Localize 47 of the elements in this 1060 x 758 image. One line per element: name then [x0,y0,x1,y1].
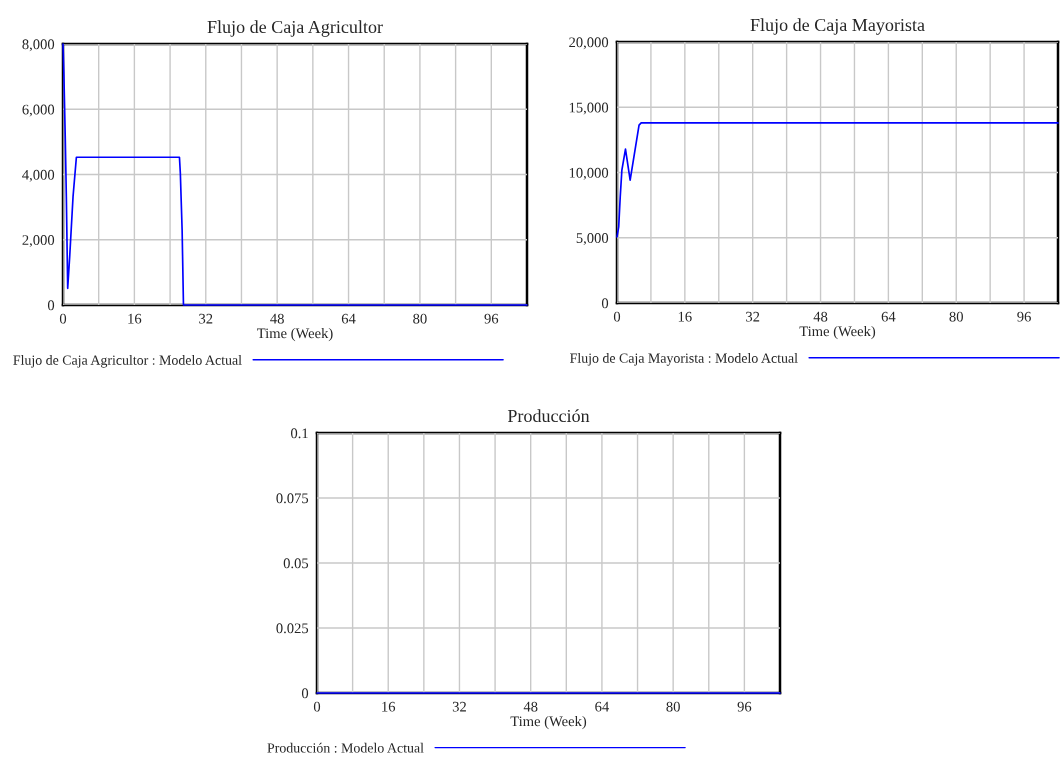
y-tick-label: 2,000 [22,235,55,248]
y-tick-label: 10,000 [569,167,609,180]
x-tick-label: 0 [613,311,621,322]
x-tick-label: 32 [746,311,760,322]
x-tick-label: 16 [128,313,142,324]
x-tick-label: 32 [199,313,213,324]
y-tick-label: 20,000 [569,37,609,50]
y-tick-label: 0 [47,300,55,311]
y-tick-label: 0.1 [290,428,308,439]
chart-title: Flujo de Caja Mayorista [750,18,925,35]
x-tick-label: 0 [59,313,67,324]
x-tick-label: 48 [813,311,828,322]
chart-title: Producción [507,409,590,423]
x-tick-label: 16 [382,701,396,712]
y-tick-label: 0 [301,688,309,699]
y-tick-label: 0.05 [283,558,309,569]
x-tick-label: 32 [452,701,466,712]
x-tick-label: 80 [666,701,680,712]
x-tick-label: 16 [678,311,692,322]
y-tick-label: 5,000 [576,233,609,246]
x-tick-label: 80 [413,313,427,324]
x-axis-title: Time (Week) [799,325,876,340]
x-axis-title: Time (Week) [257,327,333,342]
line-series [616,122,1059,238]
line-series [62,43,528,306]
x-tick-label: 64 [595,701,609,712]
text: Flujo de Caja Agricultor : Modelo Actual [13,355,242,368]
text: Flujo de Caja Mayorista : Modelo Actual [570,353,798,366]
x-axis-title: Time (Week) [510,715,587,730]
y-tick-label: 15,000 [569,102,609,115]
x-tick-label: 96 [1017,311,1031,322]
text: Producción : Modelo Actual [267,742,424,753]
y-tick-label: 6,000 [22,104,55,117]
y-tick-label: 0 [601,298,609,309]
x-tick-label: 96 [737,701,752,712]
y-tick-label: 0.025 [276,623,309,634]
y-tick-label: 4,000 [22,169,55,182]
x-tick-label: 48 [523,701,538,712]
y-tick-label: 0.075 [276,493,309,504]
x-tick-label: 80 [949,311,963,322]
x-tick-label: 0 [313,701,321,712]
y-tick-label: 8,000 [22,39,55,52]
chart-title: Flujo de Caja Agricultor [207,20,383,37]
x-tick-label: 96 [484,313,499,324]
x-tick-label: 64 [881,311,896,322]
x-tick-label: 48 [270,313,284,324]
x-tick-label: 64 [341,313,356,324]
